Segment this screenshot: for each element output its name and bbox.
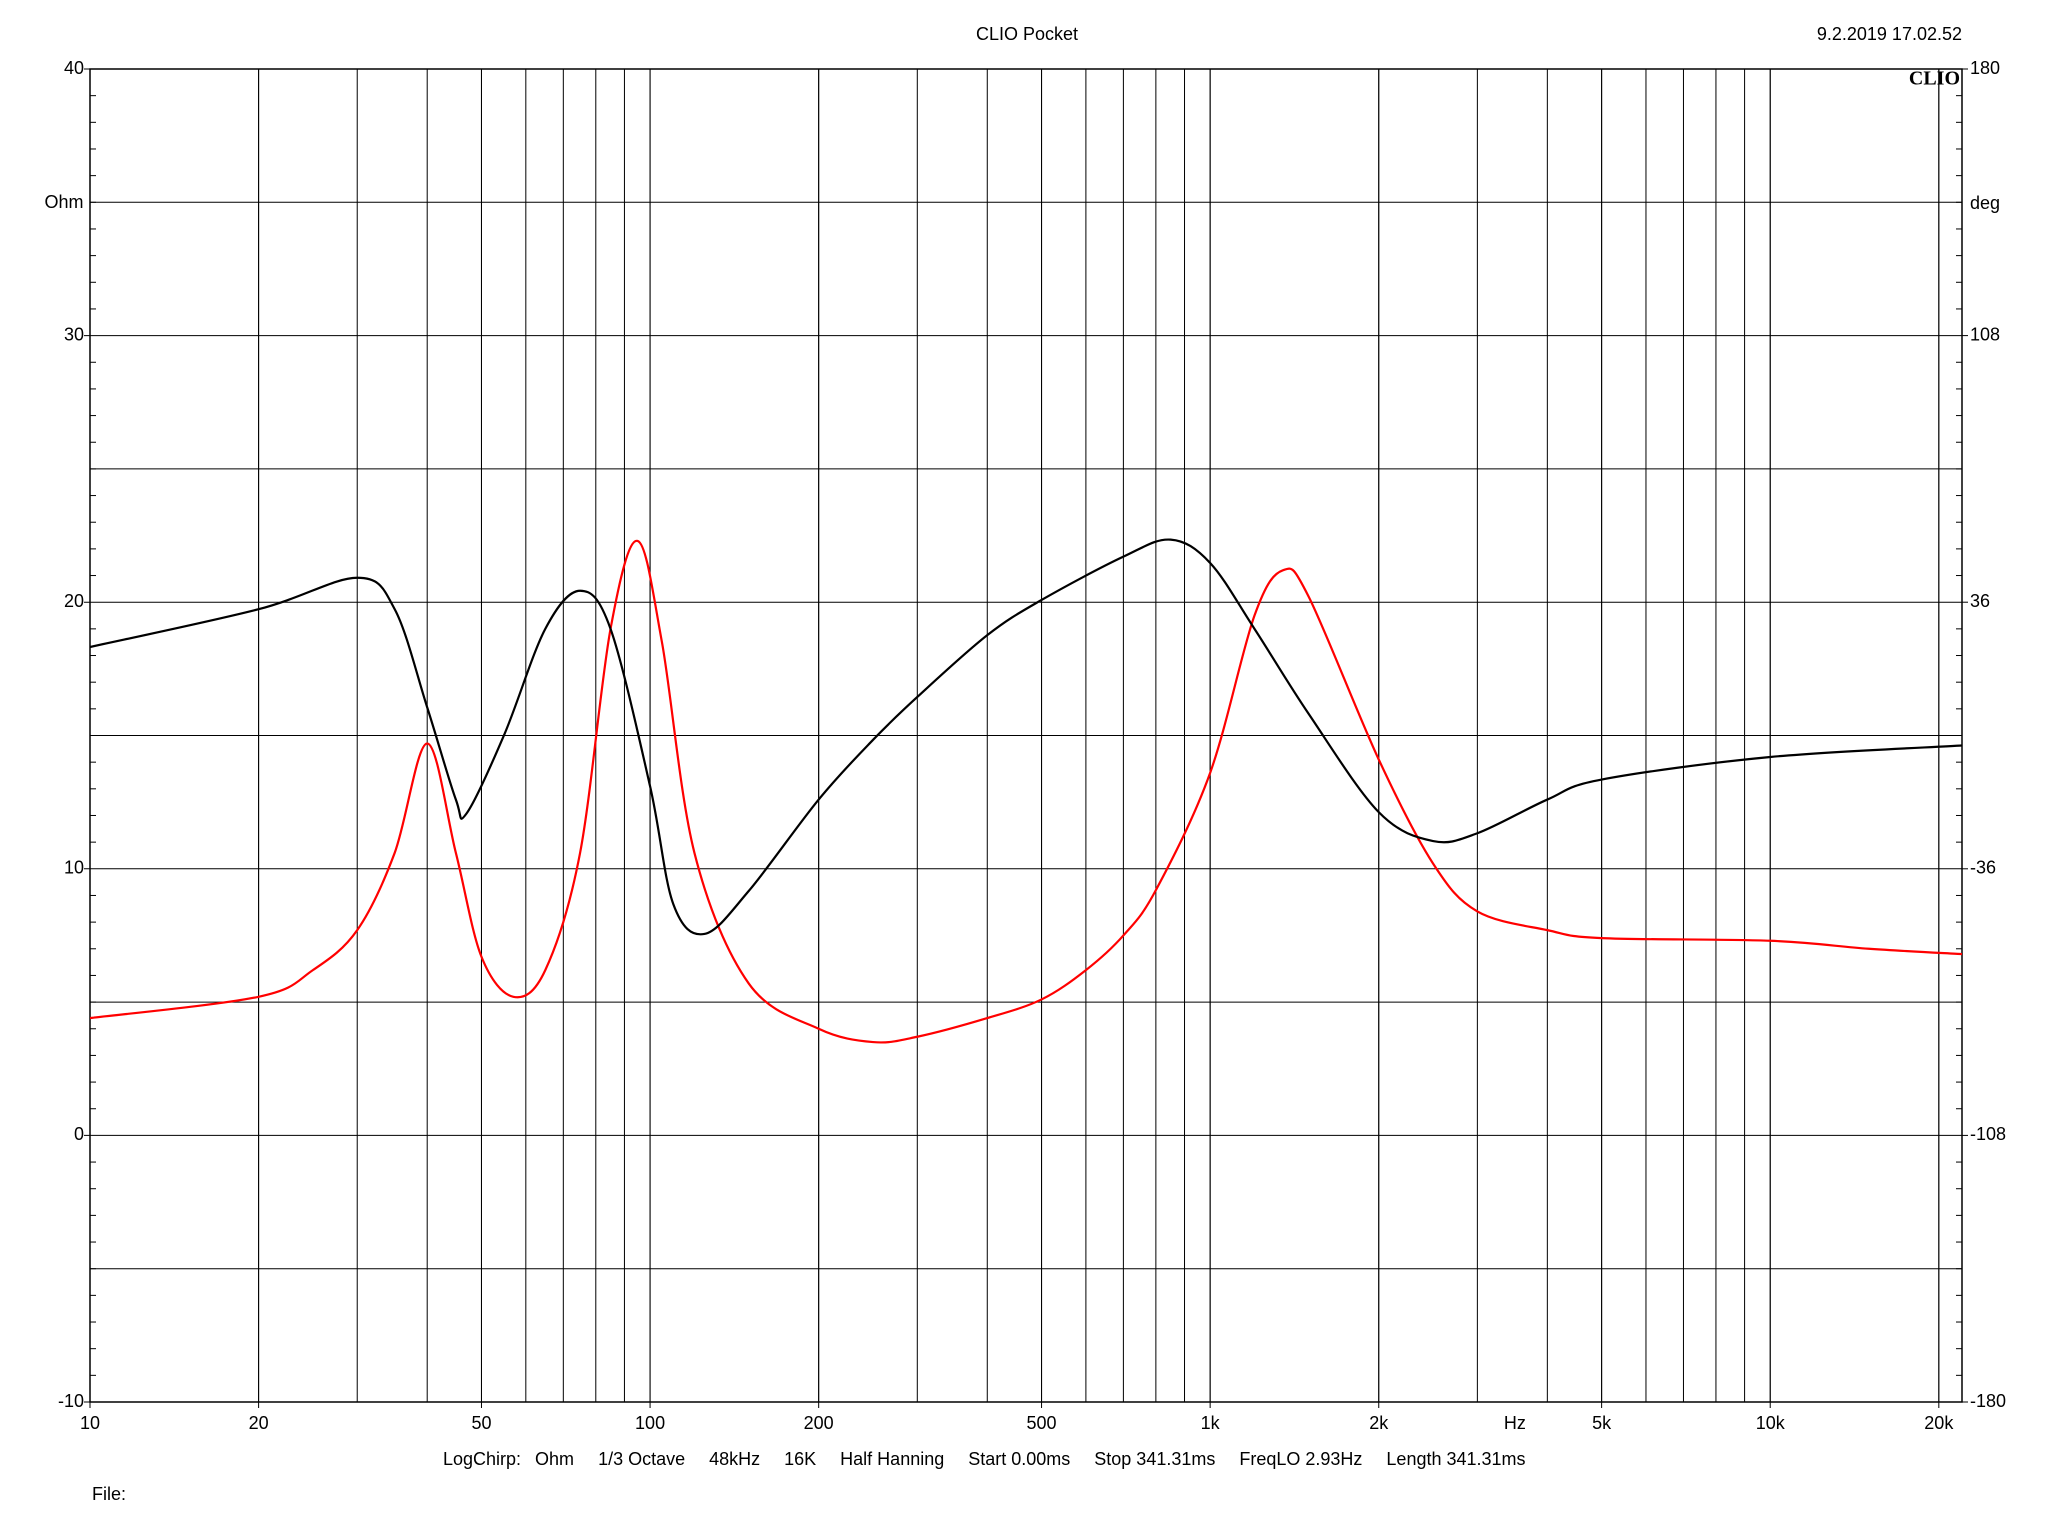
y-axis-label: Ohm [44, 192, 83, 212]
footer-item: LogChirp: [443, 1449, 521, 1469]
footer: LogChirp: Ohm 1/3 Octave 48kHz 16K Half Hanni… [443, 1449, 1526, 1469]
x-axis-label: Hz [1504, 1413, 1526, 1433]
x-tick-label: 50 [471, 1413, 491, 1433]
x-tick-label: 10k [1756, 1413, 1786, 1433]
series-line [90, 539, 1962, 1044]
x-tick-label: 1k [1201, 1413, 1221, 1433]
x-tick-label: 20k [1924, 1413, 1954, 1433]
x-tick-label: 500 [1027, 1413, 1057, 1433]
y2-tick-label: -36 [1970, 858, 1996, 878]
footer-item: Half Hanning [840, 1449, 944, 1469]
logo: CLIO [1909, 68, 1960, 90]
footer-item: Length 341.31ms [1386, 1449, 1525, 1469]
footer-item: Start 0.00ms [968, 1449, 1070, 1469]
x-tick-label: 20 [249, 1413, 269, 1433]
file-label: File: [92, 1484, 126, 1504]
y-tick-label: 40 [64, 58, 84, 78]
x-tick-label: 2k [1369, 1413, 1389, 1433]
footer-item: 1/3 Octave [598, 1449, 685, 1469]
plot-frame [89, 68, 1963, 1403]
footer-item: FreqLO 2.93Hz [1239, 1449, 1362, 1469]
y2-tick-label: -108 [1970, 1124, 2006, 1144]
footer-item: Ohm [535, 1449, 574, 1469]
y-tick-label: 0 [74, 1124, 84, 1144]
y-tick-label: 20 [64, 591, 84, 611]
y2-tick-label: 180 [1970, 58, 2000, 78]
y-tick-label: -10 [58, 1391, 84, 1411]
series-line [90, 538, 1962, 936]
y2-tick-label: 108 [1970, 324, 2000, 344]
footer-item: Stop 341.31ms [1094, 1449, 1215, 1469]
chart-title: CLIO Pocket [976, 24, 1078, 44]
footer-item: 48kHz [709, 1449, 760, 1469]
timestamp: 9.2.2019 17.02.52 [1817, 24, 1962, 44]
y2-tick-label: 36 [1970, 591, 1990, 611]
x-tick-label: 10 [80, 1413, 100, 1433]
x-tick-label: 5k [1592, 1413, 1612, 1433]
y2-axis-label: deg [1970, 193, 2000, 213]
y2-tick-label: -180 [1970, 1391, 2006, 1411]
x-tick-label: 100 [635, 1413, 665, 1433]
y-tick-label: 30 [64, 324, 84, 344]
footer-item: 16K [784, 1449, 816, 1469]
y-tick-label: 10 [64, 858, 84, 878]
x-tick-label: 200 [804, 1413, 834, 1433]
